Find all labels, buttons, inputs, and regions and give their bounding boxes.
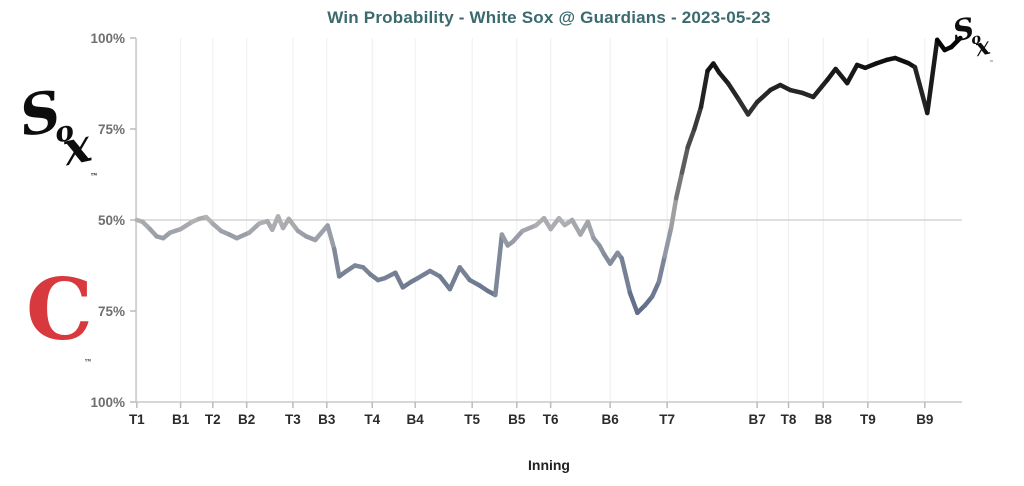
win-probability-line-segment — [178, 219, 195, 232]
win-probability-line-segment — [331, 246, 342, 279]
x-tick-label: B6 — [601, 412, 619, 427]
win-probability-line-segment — [457, 265, 472, 283]
win-probability-line-segment — [811, 77, 830, 100]
win-probability-line-segment — [662, 225, 674, 259]
win-probability-line-segment — [698, 68, 710, 110]
y-tick-label: 50% — [98, 213, 125, 228]
win-probability-line-segment — [286, 216, 301, 234]
x-tick-label: T7 — [659, 412, 675, 427]
x-tick-label: T3 — [285, 412, 301, 427]
win-probability-line-segment — [656, 254, 667, 285]
win-probability-line-segment — [892, 55, 911, 66]
win-probability-line-segment — [619, 255, 633, 296]
win-probability-line-segment — [569, 217, 583, 237]
x-tick-label: T1 — [129, 412, 145, 427]
trademark-symbol: ™ — [989, 59, 994, 65]
whitesox-logo: S o x ™ — [15, 78, 104, 188]
win-probability-line-segment — [437, 274, 453, 292]
x-tick-label: T9 — [860, 412, 876, 427]
win-probability-line-segment — [716, 70, 731, 86]
whitesox-logo-line-end: S o x ™ — [950, 11, 997, 68]
win-probability-line-segment — [673, 170, 685, 201]
x-tick-label: B2 — [238, 412, 255, 427]
win-probability-line-segment — [745, 99, 760, 117]
win-probability-line-segment — [510, 228, 525, 245]
win-probability-line-segment — [754, 87, 773, 105]
win-probability-line-segment — [844, 62, 860, 86]
win-probability-line-segment — [679, 144, 691, 175]
win-probability-line-segment — [585, 219, 596, 241]
x-tick-label: T2 — [205, 412, 221, 427]
win-probability-line-segment — [650, 279, 662, 299]
x-tick-label: B3 — [318, 412, 336, 427]
win-probability-line-segment — [685, 126, 697, 150]
y-tick-label: 100% — [90, 31, 125, 46]
win-probability-line-segment — [325, 223, 337, 252]
win-probability-line-segment — [312, 223, 330, 243]
win-probability-line-segment — [415, 268, 433, 281]
x-tick-label: B4 — [407, 412, 425, 427]
y-tick-label: 100% — [90, 395, 125, 410]
trademark-symbol: ™ — [90, 171, 98, 181]
x-tick-label: T6 — [543, 412, 559, 427]
win-probability-line-segment — [949, 35, 963, 50]
win-probability-line-segment — [912, 64, 930, 116]
x-tick-label: B7 — [749, 412, 766, 427]
trademark-symbol: ™ — [84, 357, 92, 367]
x-tick-label: T5 — [464, 412, 480, 427]
x-tick-label: B9 — [916, 412, 933, 427]
whitesox-logo-letter-x: x — [57, 117, 96, 177]
x-tick-label: B1 — [172, 412, 190, 427]
win-probability-line-segment — [925, 37, 940, 116]
win-probability-line-segment — [234, 230, 252, 241]
win-probability-line-segment — [447, 265, 463, 292]
win-probability-line-segment — [627, 290, 640, 316]
win-probability-line-segment — [736, 97, 751, 117]
x-tick-label: B8 — [815, 412, 833, 427]
win-probability-line-segment — [725, 81, 742, 103]
x-tick-label: T4 — [364, 412, 380, 427]
chart-title: Win Probability - White Sox @ Guardians … — [327, 8, 771, 27]
x-axis-title: Inning — [528, 457, 570, 473]
y-tick-label: 75% — [98, 304, 125, 319]
y-tick-label: 75% — [98, 122, 125, 137]
win-probability-line-segment — [833, 66, 850, 86]
win-probability-line-segment — [692, 104, 704, 132]
win-probability-line-segment — [668, 195, 679, 230]
x-tick-label: T8 — [781, 412, 797, 427]
win-probability-line-segment — [493, 232, 505, 298]
guardians-logo-letter-c: C — [26, 260, 93, 359]
whitesox-logo-letter-x: x — [972, 31, 993, 62]
win-probability-line-segment — [520, 223, 539, 234]
guardians-logo: C ™ — [24, 268, 96, 374]
win-probability-line-segment — [393, 270, 406, 290]
x-tick-label: B5 — [508, 412, 526, 427]
